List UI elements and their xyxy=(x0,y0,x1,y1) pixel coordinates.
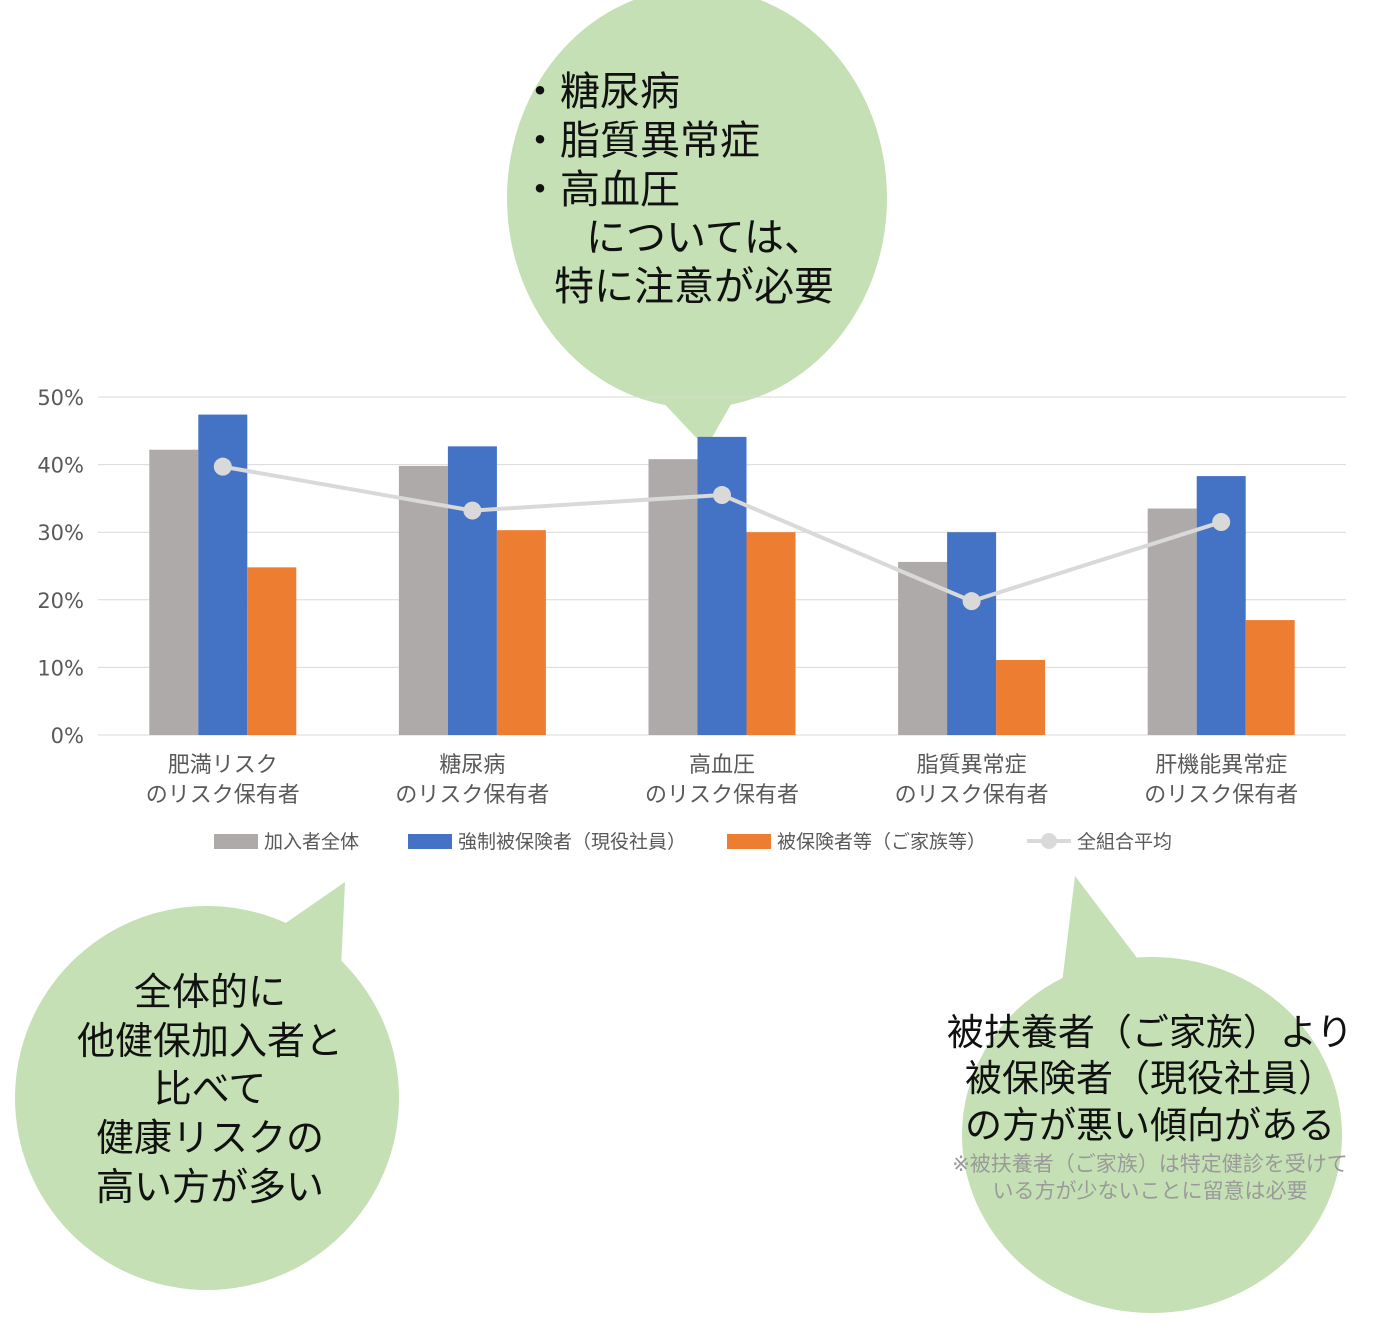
legend-label: 被保険者等（ご家族等） xyxy=(777,831,986,853)
x-tick-label: 高血圧 xyxy=(689,753,755,778)
average-point xyxy=(1212,513,1231,532)
y-tick-label: 40% xyxy=(37,454,84,478)
bar xyxy=(648,459,698,735)
callout-bubbles xyxy=(15,0,1342,1313)
x-tick-label: 肝機能異常症 xyxy=(1155,753,1287,778)
callout-left-line: 健康リスクの xyxy=(95,1115,324,1160)
y-tick-label: 50% xyxy=(37,386,84,410)
legend-swatch xyxy=(727,834,771,849)
callout-left-text: 全体的に 他健保加入者と 比べて 健康リスクの 高い方が多い xyxy=(30,968,390,1211)
callout-top-line: ・糖尿病 xyxy=(520,69,680,115)
callout-left-line: 全体的に xyxy=(133,970,286,1014)
callout-top-bubble xyxy=(507,0,887,448)
y-axis-labels: 0% 10% 20% 30% 40% 50% xyxy=(37,386,84,748)
x-tick-label: のリスク保有者 xyxy=(645,783,799,808)
average-point xyxy=(463,501,482,520)
callout-top-line: ・脂質異常症 xyxy=(520,117,760,164)
bar xyxy=(697,436,747,735)
callout-left-line: 高い方が多い xyxy=(95,1164,324,1209)
average-point xyxy=(213,457,232,476)
bar xyxy=(247,567,297,735)
x-tick-label: のリスク保有者 xyxy=(395,783,549,808)
y-tick-label: 20% xyxy=(37,589,84,613)
y-tick-label: 10% xyxy=(37,656,84,680)
bar xyxy=(996,659,1046,735)
callout-top-line: については、 xyxy=(586,215,824,262)
y-tick-label: 30% xyxy=(37,521,84,545)
bar xyxy=(149,449,199,735)
average-point xyxy=(713,486,731,505)
legend-swatch xyxy=(408,834,452,849)
callout-right-line: の方が悪い傾向がある xyxy=(965,1103,1335,1147)
callout-right-bubble xyxy=(962,876,1342,1313)
callout-right-note: ※被扶養者（ご家族）は特定健診を受けて xyxy=(952,1151,1348,1176)
bar xyxy=(898,561,948,735)
legend-label: 加入者全体 xyxy=(264,831,359,853)
x-tick-label: のリスク保有者 xyxy=(1144,783,1298,808)
legend-label: 全組合平均 xyxy=(1077,831,1172,853)
legend-label: 強制被保険者（現役社員） xyxy=(458,831,686,853)
callout-right-line: 被保険者（現役社員） xyxy=(965,1057,1335,1101)
callout-left-bubble xyxy=(15,882,399,1290)
x-tick-label: 脂質異常症 xyxy=(917,753,1027,778)
y-tick-label: 0% xyxy=(51,724,84,748)
legend-marker xyxy=(1041,833,1057,849)
bar xyxy=(746,532,796,735)
average-point xyxy=(962,592,981,611)
x-tick-label: のリスク保有者 xyxy=(895,783,1049,808)
bar xyxy=(1245,620,1295,735)
bar xyxy=(947,532,997,735)
x-tick-label: のリスク保有者 xyxy=(146,783,300,808)
legend-swatch xyxy=(214,834,258,849)
x-tick-label: 糖尿病 xyxy=(439,753,505,778)
callout-left-line: 比べて xyxy=(153,1067,267,1112)
x-axis-labels: 肥満リスクのリスク保有者糖尿病のリスク保有者高血圧のリスク保有者脂質異常症のリス… xyxy=(146,753,1298,808)
callout-right-note: いる方が少ないことに留意は必要 xyxy=(992,1179,1308,1204)
callout-top-text: ・糖尿病 ・脂質異常症 ・高血圧 については、 特に注意が必要 xyxy=(520,68,900,312)
bars xyxy=(149,414,1295,735)
bar xyxy=(398,465,448,735)
callout-top-line: 特に注意が必要 xyxy=(554,264,834,311)
bar xyxy=(496,530,546,735)
x-tick-label: 肥満リスク xyxy=(168,753,278,778)
callout-top-line: ・高血圧 xyxy=(520,166,680,213)
callout-right-line: 被扶養者（ご家族）より xyxy=(946,1011,1354,1054)
callout-right-text: 被扶養者（ご家族）より 被保険者（現役社員） の方が悪い傾向がある ※被扶養者（… xyxy=(920,1010,1380,1205)
legend: 加入者全体 強制被保険者（現役社員） 被保険者等（ご家族等） 全組合平均 xyxy=(214,831,1172,853)
callout-left-line: 他健保加入者と xyxy=(76,1018,343,1063)
average-line xyxy=(213,457,1231,611)
bar xyxy=(1147,508,1197,735)
bar xyxy=(447,446,497,735)
